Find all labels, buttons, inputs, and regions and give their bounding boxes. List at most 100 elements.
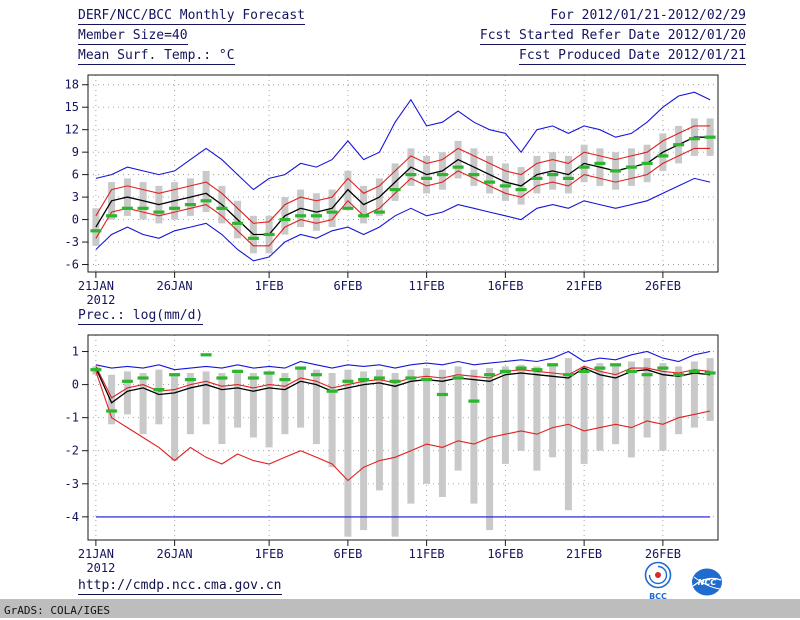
x-tick-label: 21FEB — [566, 547, 602, 561]
ensemble-bar — [659, 363, 667, 451]
obs-marker — [153, 388, 165, 392]
ensemble-bar — [533, 366, 541, 471]
ensemble-bar — [564, 358, 572, 511]
forecast-range: For 2012/01/21-2012/02/29 — [550, 8, 746, 25]
obs-marker — [484, 180, 496, 184]
plot-frame — [87, 74, 719, 273]
ensemble-bar — [171, 374, 179, 461]
obs-marker — [121, 379, 133, 383]
series-ensemble-mean — [95, 136, 711, 236]
ensemble-bar — [139, 373, 147, 435]
obs-marker — [610, 363, 622, 367]
obs-marker — [468, 399, 480, 403]
obs-marker — [688, 369, 700, 373]
ensemble-bar — [706, 358, 714, 421]
obs-marker — [358, 214, 370, 218]
obs-marker — [310, 214, 322, 218]
obs-marker — [594, 161, 606, 165]
obs-marker — [232, 369, 244, 373]
website-link[interactable]: http://cmdp.ncc.cma.gov.cn — [78, 578, 282, 595]
obs-marker — [405, 376, 417, 380]
obs-marker — [184, 203, 196, 207]
obs-marker — [673, 143, 685, 147]
x-tick-label: 1FEB — [255, 279, 284, 293]
ensemble-bar — [423, 368, 431, 484]
x-tick-label: 26JAN — [157, 279, 193, 293]
y-tick-label: 0 — [72, 378, 79, 392]
plot-frame — [87, 334, 719, 541]
y-tick-label: -1 — [65, 411, 79, 425]
obs-marker — [326, 389, 338, 393]
y-tick-label: 1 — [72, 345, 79, 359]
obs-marker — [547, 173, 559, 177]
y-tick-label: 6 — [72, 168, 79, 182]
ensemble-bar — [517, 364, 525, 451]
x-tick-label: 21JAN — [78, 279, 114, 293]
obs-marker — [515, 366, 527, 370]
obs-marker — [484, 373, 496, 377]
obs-marker — [405, 173, 417, 177]
obs-marker — [625, 369, 637, 373]
temperature-forecast: 18 15 12 9 6 3 0 -3 -6 21JAN 26JAN 1FEB 6FEB 11FEB 16F… — [65, 74, 719, 307]
ensemble-bar — [281, 373, 289, 435]
obs-marker — [247, 236, 259, 240]
member-size-label: Member Size=40 — [78, 28, 188, 45]
obs-marker — [515, 188, 527, 192]
obs-marker — [531, 176, 543, 180]
obs-marker — [263, 371, 275, 375]
obs-marker — [373, 376, 385, 380]
obs-marker — [342, 206, 354, 210]
obs-marker — [310, 373, 322, 377]
temp-panel-title: Mean Surf. Temp.: °C — [78, 48, 235, 65]
ncc-logo-swoosh-2 — [693, 576, 721, 590]
x-year-label: 2012 — [86, 293, 115, 307]
page-title: DERF/NCC/BCC Monthly Forecast — [78, 8, 305, 25]
obs-marker — [121, 206, 133, 210]
ensemble-bar — [612, 364, 620, 445]
obs-marker — [688, 137, 700, 141]
ensemble-bar — [202, 170, 210, 213]
y-tick-label: 9 — [72, 145, 79, 159]
obs-marker — [547, 363, 559, 367]
ensemble-bar — [202, 371, 210, 425]
obs-marker — [641, 161, 653, 165]
obs-marker — [452, 376, 464, 380]
obs-marker — [436, 173, 448, 177]
y-tick-label: 12 — [65, 123, 79, 137]
obs-marker — [704, 135, 716, 139]
obs-marker — [247, 376, 259, 380]
ensemble-bar — [486, 368, 494, 531]
obs-marker — [342, 379, 354, 383]
obs-marker — [499, 184, 511, 188]
obs-marker — [594, 366, 606, 370]
series-ensemble-max — [95, 350, 711, 371]
obs-marker — [184, 378, 196, 382]
x-tick-label: 26JAN — [157, 547, 193, 561]
ensemble-bar — [360, 371, 368, 531]
y-tick-label: -4 — [65, 510, 79, 524]
obs-marker — [200, 199, 212, 203]
y-tick-label: -3 — [65, 477, 79, 491]
series-mean-minus-std — [95, 371, 711, 482]
ensemble-bar — [344, 369, 352, 537]
obs-marker — [216, 206, 228, 210]
ensemble-bar — [375, 369, 383, 491]
ensemble-bar — [265, 371, 273, 448]
ensemble-bar — [312, 369, 320, 445]
obs-marker — [232, 221, 244, 225]
obs-marker — [137, 376, 149, 380]
obs-marker — [499, 369, 511, 373]
obs-marker — [200, 353, 212, 357]
produced-date-label: Fcst Produced Date 2012/01/21 — [519, 48, 746, 65]
ensemble-bar — [438, 369, 446, 497]
obs-marker — [657, 366, 669, 370]
y-tick-label: 0 — [72, 213, 79, 227]
obs-marker — [673, 373, 685, 377]
ensemble-bar — [407, 369, 415, 504]
obs-marker — [106, 409, 118, 413]
ncc-logo-swoosh — [692, 577, 722, 587]
ensemble-bar — [155, 369, 163, 425]
series-mean-plus-std — [95, 365, 711, 399]
obs-marker — [358, 378, 370, 382]
